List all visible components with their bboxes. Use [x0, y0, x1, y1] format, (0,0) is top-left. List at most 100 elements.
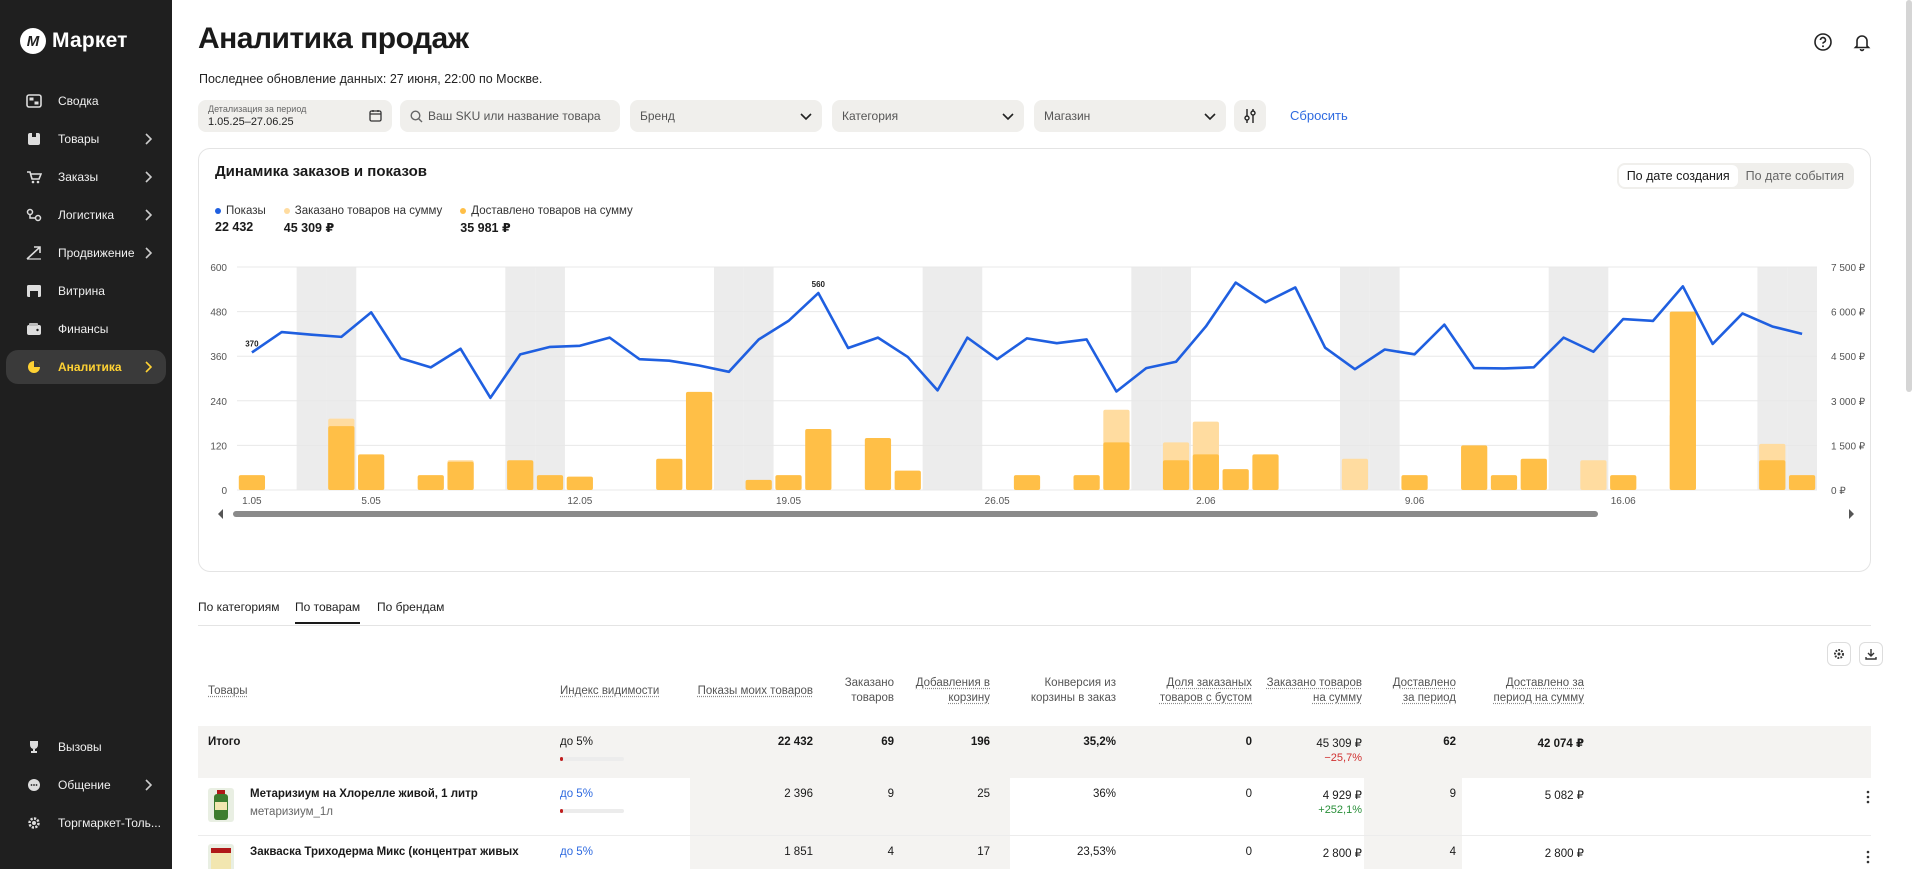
category-select[interactable]: Категория	[832, 100, 1024, 132]
filter-settings-button[interactable]	[1234, 100, 1266, 132]
product-name[interactable]: Метаризиум на Хлорелле живой, 1 литр	[250, 788, 478, 800]
col-header-delivered-sum[interactable]: Доставлено за период на сумму	[1493, 677, 1585, 704]
cell-delivered: 4	[1449, 846, 1456, 858]
sidebar-item-orders[interactable]: Заказы	[6, 160, 166, 194]
legend-item-views[interactable]: Показы 22 432	[215, 205, 266, 235]
total-ordered-sum-delta: −25,7%	[1324, 752, 1362, 764]
sidebar-item-analytics[interactable]: Аналитика	[6, 350, 166, 384]
table-row[interactable]: Закваска Триходерма Микс (концентрат жив…	[198, 836, 1871, 869]
bar-ordered	[1341, 458, 1369, 490]
date-mode-toggle: По дате создания По дате события	[1616, 163, 1854, 189]
product-thumbnail[interactable]	[208, 788, 234, 822]
col-header-conversion[interactable]: Конверсия из корзины в заказ	[1030, 677, 1116, 704]
weekend-band	[952, 267, 983, 490]
column-shade	[1364, 778, 1462, 835]
col-header-delivered[interactable]: Доставлено за период	[1392, 677, 1456, 704]
download-icon	[1865, 649, 1877, 660]
search-input[interactable]: Ваш SKU или название товара	[400, 100, 620, 132]
sliders-icon	[1244, 109, 1256, 123]
views-line	[251, 281, 1803, 400]
legend-label: Доставлено товаров на сумму	[471, 205, 633, 217]
sidebar-item-storefront[interactable]: Витрина	[6, 274, 166, 308]
period-picker[interactable]: Детализация за период 1.05.25–27.06.25	[198, 100, 392, 132]
col-header-views[interactable]: Показы моих товаров	[697, 685, 813, 697]
more-options-icon[interactable]	[1866, 850, 1870, 864]
legend-value: 22 432	[215, 220, 254, 234]
table-settings-button[interactable]	[1827, 642, 1851, 666]
bar-delivered	[864, 437, 892, 490]
product-sku: метаризиум_1л	[250, 806, 333, 818]
visibility-link[interactable]: до 5%	[560, 846, 593, 858]
cell-conversion: 23,53%	[1076, 846, 1116, 858]
table-total-row: Итого до 5% 22 432 69 196 35,2% 0 45 309…	[198, 726, 1871, 778]
product-name[interactable]: Закваска Триходерма Микс (концентрат жив…	[250, 846, 519, 858]
cell-views: 1 851	[784, 846, 813, 858]
dashboard-icon	[26, 94, 42, 108]
help-icon[interactable]	[1813, 32, 1833, 52]
sidebar-item-chat[interactable]: Общение	[6, 768, 166, 802]
chat-icon	[26, 778, 42, 792]
y-right-tick-label: 3 000 ₽	[1831, 397, 1866, 408]
toggle-by-event-date[interactable]: По дате события	[1745, 169, 1844, 183]
product-thumbnail[interactable]	[208, 844, 234, 869]
weekend-band	[505, 267, 536, 490]
weekend-band	[296, 267, 327, 490]
sidebar-item-finance[interactable]: Финансы	[6, 312, 166, 346]
scroll-right-icon	[1849, 509, 1854, 519]
brand-select[interactable]: Бренд	[630, 100, 822, 132]
cell-carts: 17	[977, 846, 990, 858]
col-header-ordered-sum[interactable]: Заказано товаров на сумму	[1266, 677, 1362, 704]
sidebar-item-goods[interactable]: Товары	[6, 122, 166, 156]
sidebar-item-summary[interactable]: Сводка	[6, 84, 166, 118]
cell-delivered: 9	[1449, 788, 1456, 800]
shop-select[interactable]: Магазин	[1034, 100, 1226, 132]
col-header-goods[interactable]: Товары	[208, 685, 248, 697]
y-right-tick-label: 0 ₽	[1831, 486, 1846, 497]
weekend-band	[743, 267, 774, 490]
col-header-boost-share[interactable]: Доля заказаных товаров с бустом	[1159, 677, 1252, 704]
total-visibility: до 5%	[560, 736, 593, 748]
cell-conversion: 36%	[1092, 788, 1116, 800]
col-header-ordered[interactable]: Заказано товаров	[844, 677, 894, 704]
visibility-link[interactable]: до 5%	[560, 788, 593, 800]
sidebar-item-challenges[interactable]: Вызовы	[6, 730, 166, 764]
bar-delivered	[507, 460, 534, 490]
page-scrollbar[interactable]	[1906, 0, 1912, 392]
tab-by-categories[interactable]: По категориям	[198, 600, 280, 614]
y-right-tick-label: 7 500 ₽	[1831, 263, 1866, 274]
download-button[interactable]	[1859, 642, 1883, 666]
calendar-icon	[369, 110, 382, 122]
sidebar-item-logistics[interactable]: Логистика	[6, 198, 166, 232]
sidebar-item-promotion[interactable]: Продвижение	[6, 236, 166, 270]
market-logo[interactable]: М Маркет	[20, 28, 128, 54]
tab-by-goods[interactable]: По товарам	[295, 600, 361, 624]
total-delivered: 62	[1443, 736, 1456, 748]
chart-legend: Показы 22 432 Заказано товаров на сумму …	[215, 205, 651, 235]
y-right-tick-label: 6 000 ₽	[1831, 308, 1866, 319]
y-right-tick-label: 4 500 ₽	[1831, 352, 1866, 363]
legend-item-ordered[interactable]: Заказано товаров на сумму 45 309 ₽	[283, 205, 442, 235]
sidebar-item-label: Финансы	[58, 322, 109, 336]
cell-ordered: 9	[887, 788, 894, 800]
bell-icon[interactable]	[1852, 32, 1872, 52]
sidebar-item-label: Витрина	[58, 284, 105, 298]
weekend-band	[713, 267, 744, 490]
bar-delivered	[1252, 454, 1279, 490]
x-tick-label: 5.05	[361, 496, 381, 507]
col-header-visibility[interactable]: Индекс видимости	[560, 685, 660, 697]
more-options-icon[interactable]	[1866, 790, 1870, 804]
chart-scrollbar-thumb	[233, 511, 1598, 517]
legend-item-delivered[interactable]: Доставлено товаров на сумму 35 981 ₽	[460, 205, 633, 235]
sidebar-item-label: Общение	[58, 778, 111, 792]
sidebar-item-account[interactable]: Торгмаркет-Толь...	[6, 806, 166, 840]
bar-delivered	[1669, 311, 1696, 490]
gear-icon	[26, 816, 42, 830]
table-row[interactable]: Метаризиум на Хлорелле живой, 1 литр мет…	[198, 778, 1871, 836]
toggle-by-creation-date[interactable]: По дате создания	[1618, 165, 1738, 187]
tab-by-brands[interactable]: По брендам	[377, 600, 445, 614]
col-header-carts[interactable]: Добавления в корзину	[915, 677, 990, 704]
weekend-band	[1548, 267, 1579, 490]
page-title: Аналитика продаж	[198, 22, 469, 55]
total-ordered-sum: 45 309 ₽	[1316, 738, 1362, 750]
reset-filters-link[interactable]: Сбросить	[1290, 108, 1348, 123]
